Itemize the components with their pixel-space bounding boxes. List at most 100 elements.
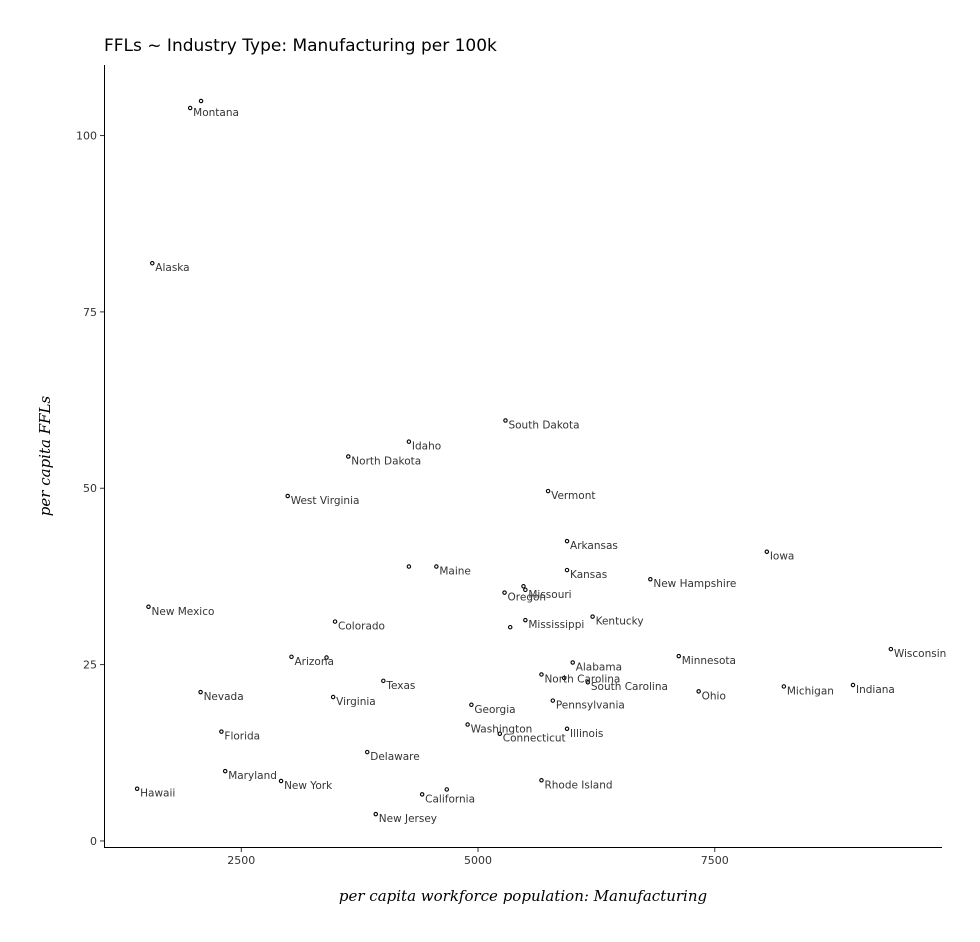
data-point bbox=[590, 614, 595, 619]
point-label: New Jersey bbox=[379, 813, 437, 825]
data-points bbox=[134, 98, 894, 817]
point-label: Rhode Island bbox=[544, 779, 612, 791]
data-point bbox=[570, 660, 575, 665]
data-point bbox=[564, 726, 570, 732]
point-label: Alabama bbox=[576, 661, 622, 673]
point-label: Ohio bbox=[702, 690, 726, 702]
point-label: Nevada bbox=[204, 691, 244, 703]
data-point bbox=[278, 778, 284, 784]
point-label: Idaho bbox=[412, 441, 441, 453]
data-point bbox=[444, 787, 450, 792]
point-label: South Carolina bbox=[591, 681, 668, 693]
data-point bbox=[550, 698, 556, 703]
data-point bbox=[523, 617, 528, 623]
point-label: Texas bbox=[385, 680, 415, 692]
x-axis-title: per capita workforce population: Manufac… bbox=[339, 887, 707, 905]
data-point bbox=[564, 538, 570, 544]
point-label: West Virginia bbox=[291, 495, 360, 507]
data-point bbox=[364, 749, 370, 755]
point-label: Washington bbox=[471, 724, 533, 736]
point-label: Delaware bbox=[370, 751, 419, 763]
point-label: Iowa bbox=[770, 551, 795, 563]
point-label: South Dakota bbox=[508, 420, 579, 432]
data-point bbox=[850, 682, 856, 688]
point-label: Kansas bbox=[570, 569, 607, 581]
data-point bbox=[134, 786, 140, 791]
x-axis-ticks: 2500 5000 7500 bbox=[227, 848, 729, 867]
point-label: Wisconsin bbox=[894, 648, 946, 660]
data-point bbox=[561, 675, 567, 681]
data-point bbox=[648, 576, 653, 582]
y-tick-label: 0 bbox=[90, 835, 97, 848]
point-label: Alaska bbox=[155, 262, 189, 274]
data-point bbox=[285, 493, 290, 499]
data-point bbox=[545, 488, 551, 494]
point-label: Florida bbox=[224, 731, 260, 743]
point-label: Maryland bbox=[228, 770, 277, 782]
data-point bbox=[219, 729, 224, 734]
point-label: Arizona bbox=[294, 656, 333, 668]
data-point bbox=[764, 549, 770, 554]
point-label: Missouri bbox=[528, 589, 571, 601]
data-point bbox=[222, 768, 228, 774]
data-point bbox=[497, 731, 503, 736]
data-point bbox=[502, 590, 507, 595]
point-label: Michigan bbox=[787, 685, 834, 697]
data-point bbox=[465, 722, 470, 727]
data-point bbox=[198, 689, 203, 695]
data-point bbox=[346, 454, 351, 459]
data-point bbox=[539, 778, 544, 783]
point-label: North Carolina bbox=[544, 673, 620, 685]
point-label: Oregon bbox=[508, 592, 547, 604]
data-point bbox=[564, 567, 570, 573]
point-label: North Dakota bbox=[351, 456, 421, 468]
point-label: Georgia bbox=[474, 704, 515, 716]
data-point bbox=[507, 624, 513, 630]
data-point bbox=[888, 646, 894, 652]
data-point bbox=[419, 792, 425, 797]
x-tick-label: 2500 bbox=[227, 854, 255, 867]
data-point bbox=[406, 564, 412, 569]
point-label: Connecticut bbox=[503, 733, 566, 745]
data-point bbox=[781, 684, 787, 689]
point-label: Mississippi bbox=[528, 619, 584, 631]
point-label: California bbox=[425, 793, 475, 805]
y-axis-title: per capita FFLs bbox=[36, 396, 54, 517]
y-tick-label: 25 bbox=[83, 659, 97, 672]
point-label: Hawaii bbox=[140, 788, 175, 800]
point-label: New York bbox=[284, 780, 333, 792]
point-label: Maine bbox=[439, 566, 471, 578]
point-label: Vermont bbox=[551, 490, 595, 502]
point-label: Kentucky bbox=[596, 616, 644, 628]
point-label: Montana bbox=[193, 107, 239, 119]
y-tick-label: 75 bbox=[83, 306, 97, 319]
point-label: Indiana bbox=[856, 684, 895, 696]
data-point bbox=[324, 655, 329, 660]
y-axis-ticks: 0 25 50 75 100 bbox=[76, 130, 104, 848]
data-point bbox=[503, 418, 508, 423]
point-label: New Hampshire bbox=[653, 578, 736, 590]
point-label: Virginia bbox=[336, 696, 376, 708]
chart-title: FFLs ~ Industry Type: Manufacturing per … bbox=[104, 36, 497, 56]
point-label: Pennsylvania bbox=[556, 700, 625, 712]
data-point bbox=[523, 587, 528, 593]
data-point bbox=[434, 564, 439, 569]
data-point bbox=[332, 619, 338, 624]
point-label: Illinois bbox=[570, 728, 603, 740]
data-point bbox=[381, 678, 386, 684]
y-tick-label: 100 bbox=[76, 130, 97, 143]
x-tick-label: 5000 bbox=[464, 854, 492, 867]
point-label: New Mexico bbox=[152, 606, 215, 618]
y-tick-label: 50 bbox=[83, 482, 97, 495]
data-point bbox=[469, 702, 474, 708]
point-labels: Montana Alaska South Dakota Idaho North Dako… bbox=[140, 107, 946, 825]
data-point bbox=[585, 679, 591, 685]
data-point bbox=[406, 439, 412, 444]
point-label: Colorado bbox=[338, 621, 385, 633]
data-point bbox=[373, 811, 379, 817]
data-point bbox=[198, 98, 204, 104]
data-point bbox=[696, 689, 701, 694]
data-point bbox=[146, 604, 151, 610]
data-point bbox=[676, 653, 682, 659]
